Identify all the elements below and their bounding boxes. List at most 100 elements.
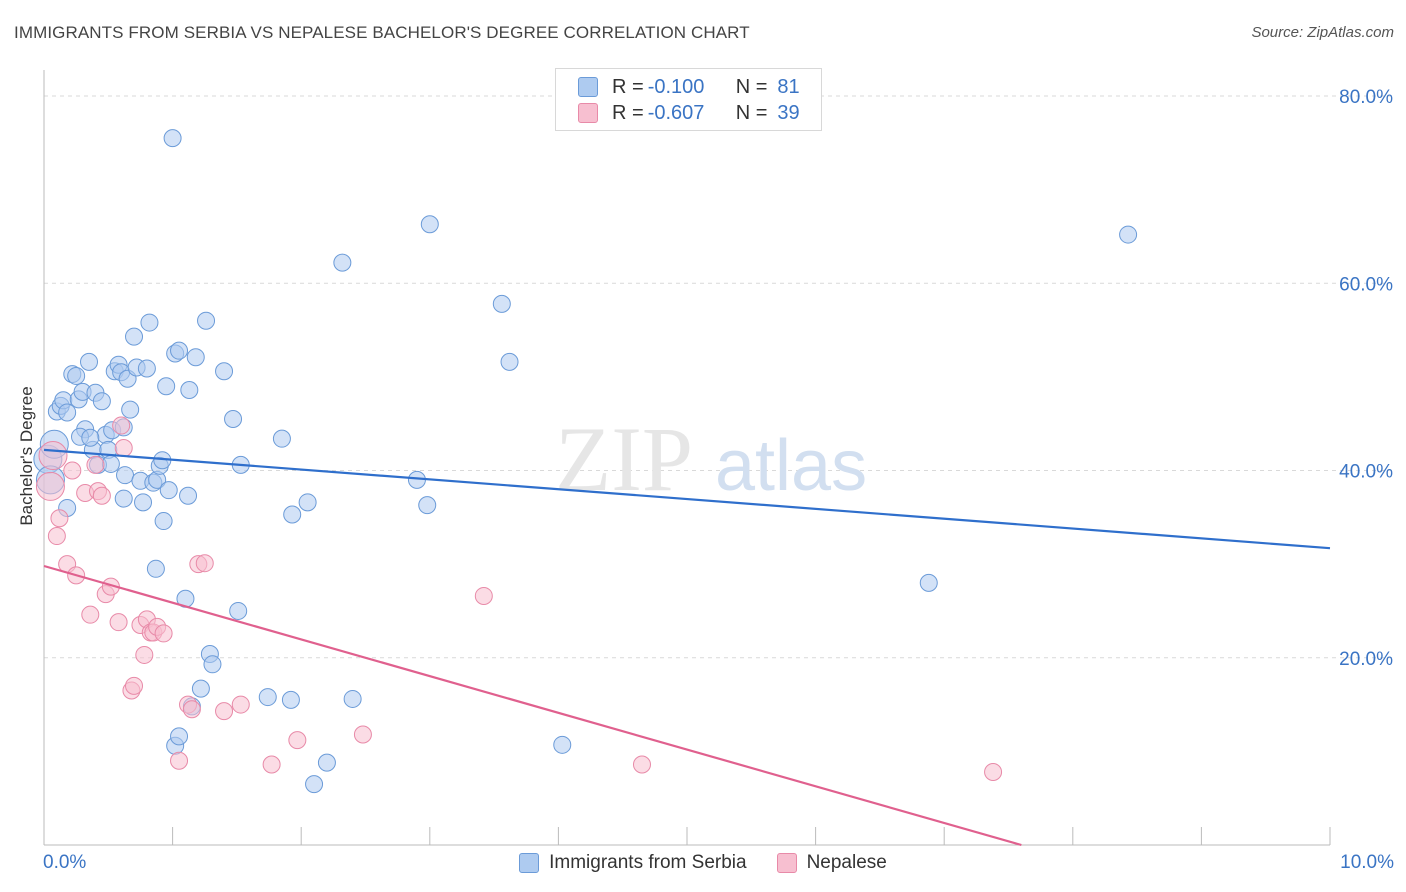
nepalese-trend-line	[43, 564, 1022, 847]
x-tick-max: 10.0%	[1340, 852, 1394, 873]
nepalese-point	[262, 755, 281, 774]
serbia-point	[298, 493, 317, 512]
serbia-point	[101, 454, 120, 473]
serbia-point	[137, 359, 156, 378]
serbia-point	[500, 352, 519, 371]
watermark-zip: ZIP	[555, 408, 693, 510]
nepalese-point	[47, 527, 66, 546]
legend-row-serbia: R = -0.100 N = 81	[578, 74, 800, 100]
nepalese-point	[984, 762, 1003, 781]
serbia-point	[92, 392, 111, 411]
serbia-point	[81, 428, 100, 447]
watermark: ZIP atlas	[555, 408, 867, 510]
legend-n-label: N =	[735, 75, 768, 98]
legend-r-label: R =	[612, 75, 644, 98]
serbia-point	[215, 362, 234, 381]
nepalese-point	[50, 509, 69, 528]
nepalese-point	[154, 624, 173, 643]
serbia-point	[146, 559, 165, 578]
serbia-point	[203, 655, 222, 674]
serbia-point	[191, 679, 210, 698]
y-tick-label: 60.0%	[1339, 274, 1393, 295]
x-tick-min: 0.0%	[43, 852, 87, 873]
serbia-point	[116, 466, 135, 485]
serbia-trend-line	[43, 448, 1331, 550]
serbia-point	[343, 689, 362, 708]
series-label-serbia: Immigrants from Serbia	[549, 852, 747, 873]
serbia-point	[224, 410, 243, 429]
nepalese-point	[632, 755, 651, 774]
serbia-point	[258, 688, 277, 707]
serbia-point	[317, 753, 336, 772]
legend-r-label: R =	[612, 101, 644, 124]
grid-lines	[44, 95, 1392, 659]
legend-n-value: 81	[777, 75, 800, 98]
nepalese-point	[63, 461, 82, 480]
nepalese-point	[92, 486, 111, 505]
series-label-nepalese: Nepalese	[806, 852, 887, 873]
serbia-point	[418, 496, 437, 515]
nepalese-point	[474, 586, 493, 605]
serbia-point	[281, 690, 300, 709]
nepalese-point	[81, 605, 100, 624]
nepalese-point	[231, 695, 250, 714]
series-swatch-serbia	[519, 853, 540, 873]
y-tick-labels: 20.0% 40.0% 60.0% 80.0%	[1339, 87, 1393, 670]
nepalese-point	[135, 645, 154, 664]
legend-n-label: N =	[735, 101, 768, 124]
serbia-point	[186, 348, 205, 367]
serbia-point	[159, 481, 178, 500]
serbia-point	[140, 313, 159, 332]
serbia-point	[163, 129, 182, 148]
serbia-point	[1119, 225, 1138, 244]
serbia-point	[125, 327, 144, 346]
series-legend: Immigrants from Serbia Nepalese	[0, 852, 1406, 874]
legend-r-value: -0.607	[647, 101, 705, 124]
nepalese-point	[114, 439, 133, 458]
serbia-point	[333, 253, 352, 272]
y-tick-label: 20.0%	[1339, 649, 1393, 670]
nepalese-point	[125, 676, 144, 695]
nepalese-point	[170, 751, 189, 770]
nepalese-point	[109, 613, 128, 632]
legend-swatch-nepalese	[578, 103, 598, 123]
serbia-point	[197, 311, 216, 330]
y-tick-label: 80.0%	[1339, 87, 1393, 108]
serbia-point	[305, 775, 324, 794]
series-legend-serbia: Immigrants from Serbia	[519, 852, 747, 874]
y-tick-label: 40.0%	[1339, 462, 1393, 483]
nepalese-point	[86, 455, 105, 474]
watermark-atlas: atlas	[715, 426, 867, 506]
nepalese-point	[195, 554, 214, 573]
legend-swatch-serbia	[578, 77, 598, 97]
series-swatch-nepalese	[776, 853, 797, 873]
correlation-legend: R = -0.100 N = 81 R = -0.607 N = 39	[555, 68, 822, 131]
nepalese-point	[35, 471, 65, 501]
serbia-point	[67, 366, 86, 385]
serbia-point	[157, 377, 176, 396]
nepalese-point	[112, 416, 131, 435]
legend-r-value: -0.100	[647, 75, 705, 98]
serbia-point	[154, 512, 173, 531]
serbia-point	[170, 341, 189, 360]
serbia-point	[114, 489, 133, 508]
serbia-point	[180, 380, 199, 399]
nepalese-point	[288, 731, 307, 750]
serbia-point	[134, 493, 153, 512]
serbia-point	[272, 429, 291, 448]
serbia-point	[229, 601, 248, 620]
series-legend-nepalese: Nepalese	[776, 852, 887, 874]
source-label: Source: ZipAtlas.com	[1251, 24, 1394, 41]
serbia-point	[420, 215, 439, 234]
serbia-point	[121, 400, 140, 419]
serbia-point	[919, 573, 938, 592]
serbia-point	[283, 505, 302, 524]
nepalese-point	[353, 725, 372, 744]
serbia-point	[80, 352, 99, 371]
legend-n-value: 39	[777, 101, 800, 124]
data-points	[33, 129, 1138, 794]
serbia-point	[179, 486, 198, 505]
nepalese-point	[182, 700, 201, 719]
nepalese-point	[38, 441, 68, 471]
